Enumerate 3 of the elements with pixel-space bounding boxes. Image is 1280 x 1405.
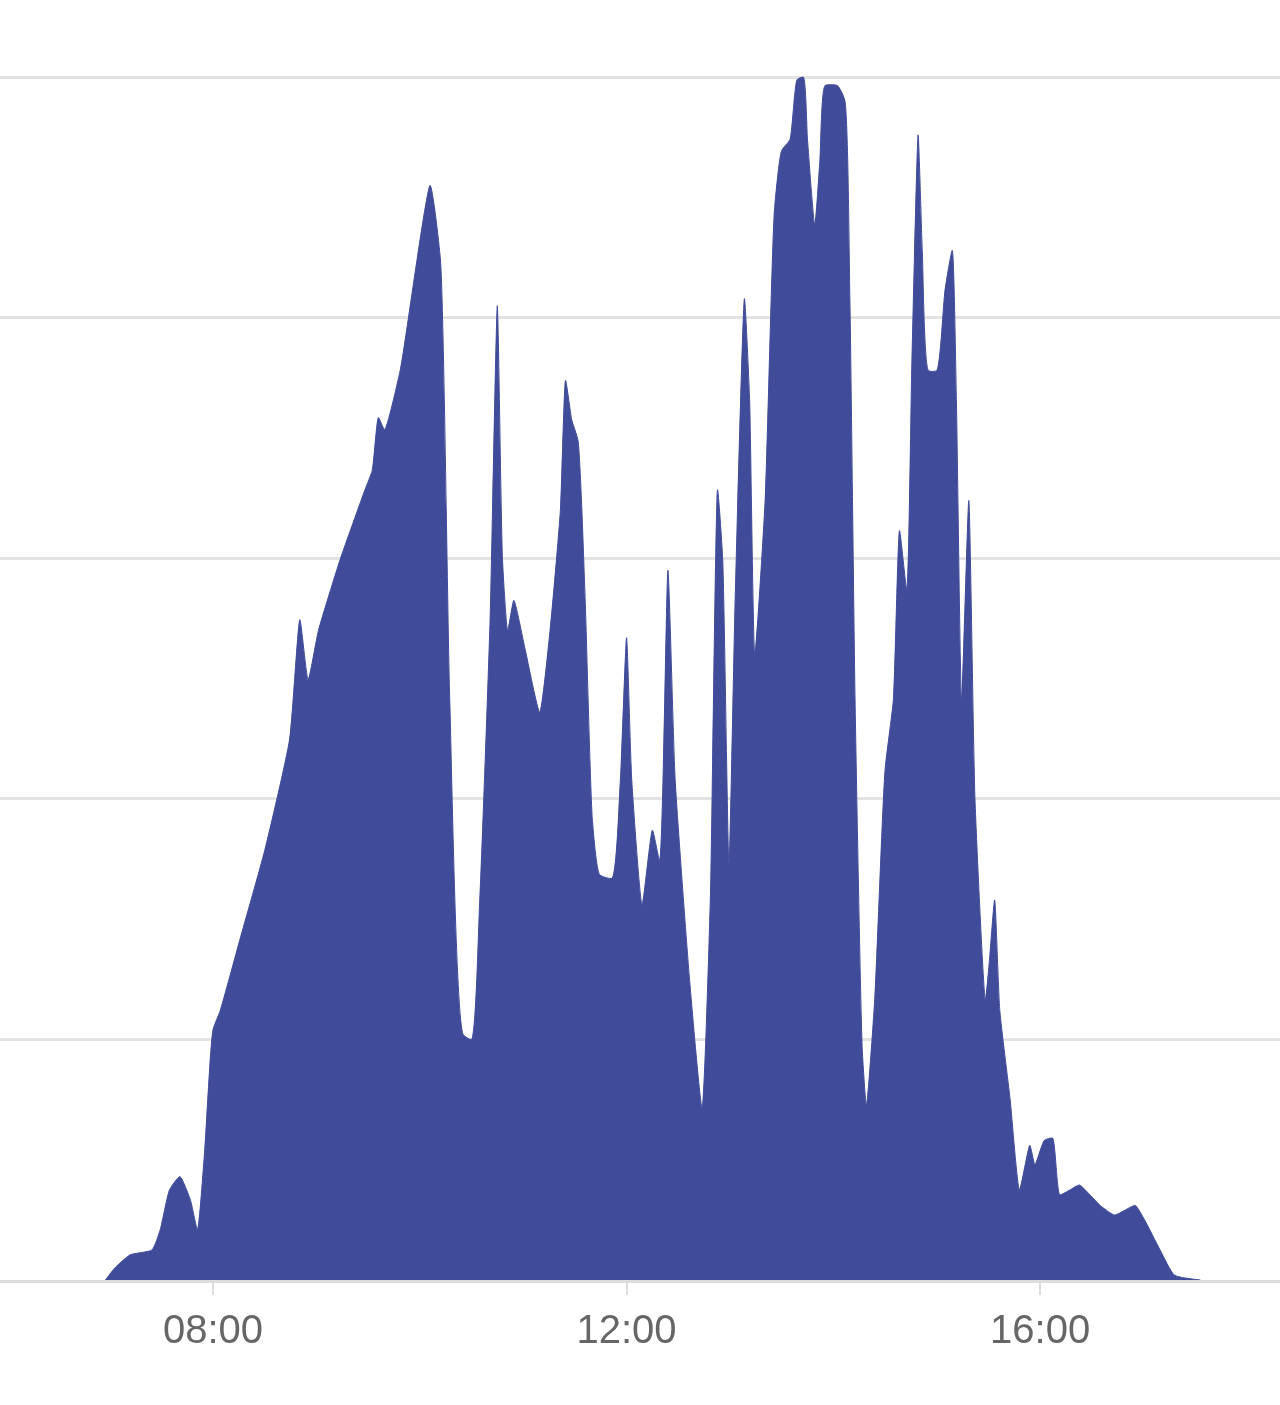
x-tick-label: 16:00 <box>990 1307 1091 1351</box>
x-tick-label: 12:00 <box>576 1307 677 1351</box>
x-tick-label: 08:00 <box>162 1307 264 1351</box>
